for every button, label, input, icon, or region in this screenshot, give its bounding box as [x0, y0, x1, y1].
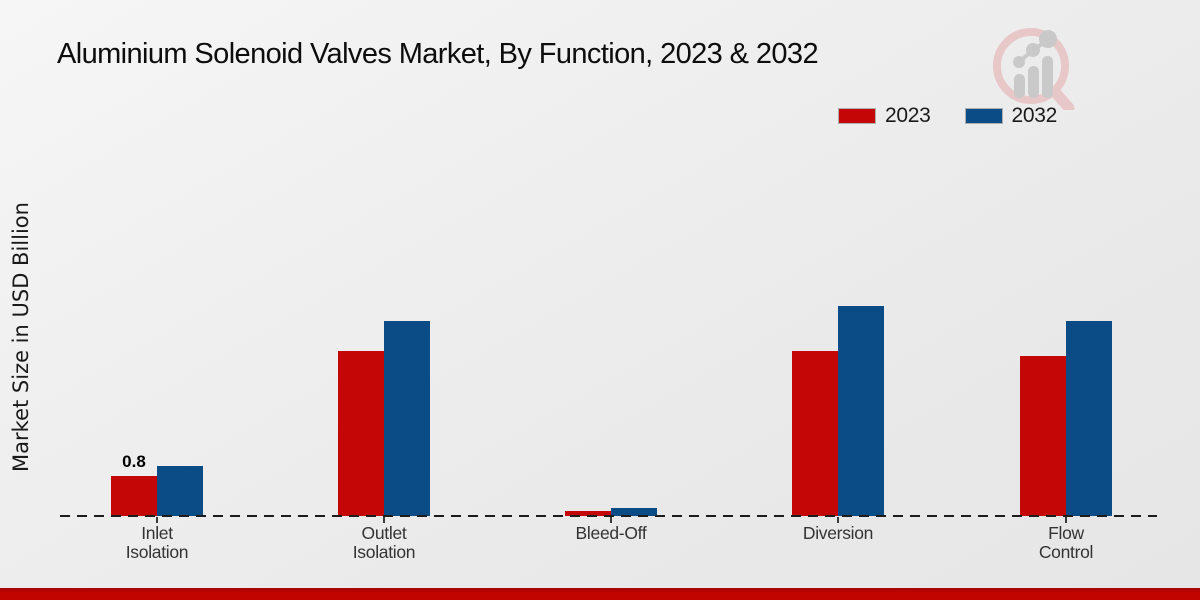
legend-swatch-2032 — [964, 108, 1003, 124]
bar-2032-outlet-isolation — [384, 321, 430, 516]
bar-2023-outlet-isolation — [338, 351, 384, 516]
x-axis-tick — [383, 517, 385, 523]
chart-title: Aluminium Solenoid Valves Market, By Fun… — [57, 38, 819, 70]
legend-item-2023: 2023 — [838, 104, 931, 128]
x-axis-tick — [610, 517, 612, 523]
bar-2032-inlet-isolation — [157, 466, 203, 516]
category-label: Flow Control — [1038, 523, 1094, 562]
legend-label-2023: 2023 — [885, 104, 931, 127]
bar-2032-bleed-off — [611, 508, 657, 516]
bar-2032-flow-control — [1066, 321, 1112, 516]
bar-2023-flow-control — [1020, 356, 1066, 516]
data-label: 0.8 — [122, 452, 146, 471]
category-label: Outlet Isolation — [352, 523, 416, 562]
x-axis-dashed-baseline — [60, 515, 1157, 517]
footer-accent-bar — [0, 588, 1200, 600]
x-axis-tick — [1065, 517, 1067, 523]
category-label: Diversion — [802, 523, 874, 543]
brand-watermark-logo-icon — [993, 28, 1075, 110]
bar-2023-bleed-off — [565, 511, 611, 516]
category-label: Inlet Isolation — [125, 523, 189, 562]
category-label: Bleed-Off — [575, 523, 647, 543]
x-axis-tick — [837, 517, 839, 523]
bar-2032-diversion — [838, 306, 884, 516]
legend-item-2032: 2032 — [964, 104, 1058, 128]
legend-label-2032: 2032 — [1011, 104, 1058, 127]
bar-2023-diversion — [792, 351, 838, 516]
legend: 2023 2032 — [838, 104, 1057, 128]
x-axis-tick — [156, 517, 158, 523]
legend-swatch-2023 — [838, 108, 876, 124]
bar-2023-inlet-isolation — [111, 476, 157, 516]
